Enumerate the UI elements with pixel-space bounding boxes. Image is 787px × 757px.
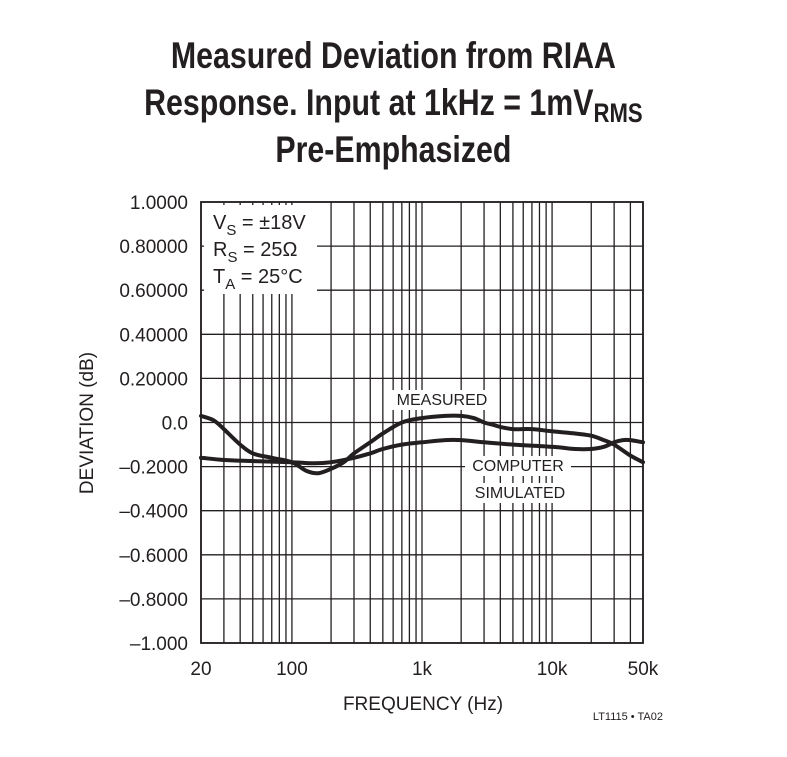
- curves: [199, 413, 645, 476]
- x-axis-label: FREQUENCY (Hz): [343, 694, 503, 715]
- condition-subscript: S: [226, 222, 236, 239]
- condition-line: TA = 25°C: [213, 266, 303, 293]
- y-tick-label: –1.000: [130, 634, 188, 655]
- title-line-2-text: Response. Input at 1kHz = 1mV: [144, 82, 594, 123]
- title-line-2-subscript: RMS: [593, 98, 643, 128]
- grid: [200, 201, 644, 644]
- title-line-1: Measured Deviation from RIAA: [170, 35, 616, 76]
- annotation-simulated-background: [467, 483, 573, 503]
- title-line-3: Pre-Emphasized: [275, 129, 512, 170]
- y-tick-label: 0.0: [162, 414, 188, 435]
- annotation-measured: MEASURED: [397, 392, 488, 409]
- y-tick-label: 0.40000: [119, 325, 188, 346]
- y-tick-label: 1.0000: [130, 193, 188, 214]
- conditions-background: [204, 205, 317, 294]
- condition-value: = ±18V: [236, 212, 306, 234]
- condition-subscript: A: [225, 276, 235, 293]
- y-tick-label: –0.4000: [119, 502, 188, 523]
- y-tick-label: 0.20000: [119, 369, 188, 390]
- y-tick-label: 0.80000: [119, 237, 188, 258]
- y-tick-label: 0.60000: [119, 281, 188, 302]
- annotation-measured-background: [390, 390, 494, 410]
- figure-reference: LT1115 • TA02: [593, 711, 663, 723]
- condition-symbol: T: [213, 266, 225, 288]
- chart-title: Measured Deviation from RIAA Response. I…: [71, 32, 716, 173]
- tick-labels: 1.0000 0.80000 0.60000 0.40000 0.20000 0.0 –0.…: [119, 193, 659, 680]
- annotation-computer: COMPUTER: [472, 458, 564, 475]
- condition-symbol: V: [213, 212, 227, 234]
- condition-value: = 25°C: [235, 266, 302, 288]
- condition-value: = 25Ω: [237, 239, 297, 261]
- x-tick-label: 10k: [537, 659, 568, 680]
- y-tick-label: –0.8000: [119, 590, 188, 611]
- title-line-2: Response. Input at 1kHz = 1mVRMS: [71, 79, 716, 128]
- condition-line: VS = ±18V: [213, 212, 306, 239]
- x-tick-label: 100: [276, 659, 308, 680]
- y-tick-label: –0.2000: [119, 458, 188, 479]
- x-tick-label: 1k: [412, 659, 433, 680]
- annotation-computer-background: [465, 456, 571, 476]
- annotations: MEASURED COMPUTER SIMULATED: [390, 390, 573, 503]
- series-line-measured: [199, 413, 645, 476]
- condition-line: RS = 25Ω: [213, 239, 298, 266]
- y-tick-label: –0.6000: [119, 546, 188, 567]
- annotation-simulated: SIMULATED: [475, 485, 565, 502]
- y-axis-label: DEVIATION (dB): [77, 352, 98, 494]
- x-tick-label: 50k: [628, 659, 659, 680]
- series-line-computer-simulated: [199, 437, 645, 466]
- x-tick-label: 20: [190, 659, 211, 680]
- plot-frame: [200, 201, 644, 644]
- condition-subscript: S: [227, 249, 237, 266]
- condition-symbol: R: [213, 239, 227, 261]
